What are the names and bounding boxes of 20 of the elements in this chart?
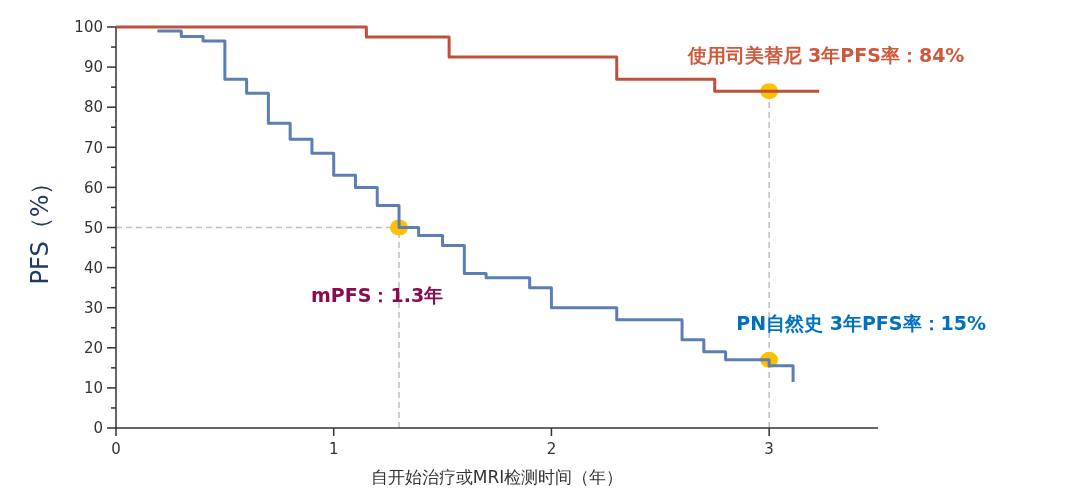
y-tick-label: 70 [83,138,103,157]
y-tick-label: 20 [83,339,103,358]
annotation: 使用司美替尼 3年PFS率：84% [686,43,965,66]
x-tick-label: 3 [764,440,774,458]
y-tick-label: 0 [93,419,103,438]
annotation: PN自然史 3年PFS率：15% [736,312,986,335]
x-tick-label: 1 [328,440,339,458]
annotation: mPFS：1.3年 [311,284,444,307]
x-tick-label: 2 [546,440,557,458]
y-tick-label: 90 [83,58,103,77]
y-tick-label: 30 [83,298,103,317]
y-tick-label: 100 [74,18,103,37]
y-tick-label: 10 [83,379,103,398]
y-axis-title: PFS（%） [26,170,54,285]
x-tick-label: 0 [111,440,121,458]
y-tick-label: 40 [83,258,103,277]
x-axis-title: 自开始治疗或MRI检测时间（年） [370,467,624,487]
y-tick-label: 50 [83,218,103,237]
y-tick-label: 60 [83,178,103,197]
y-tick-label: 80 [83,98,103,117]
